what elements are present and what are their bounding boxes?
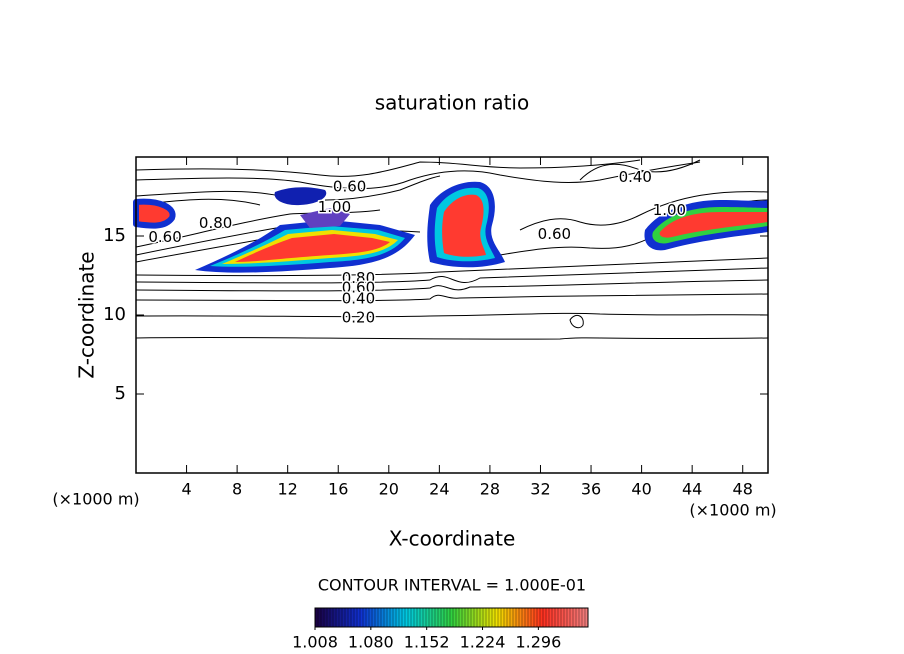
contour-label: 0.80 (342, 269, 375, 287)
contour-label: 0.40 (619, 168, 652, 186)
x-tick-label: 48 (733, 480, 753, 499)
x-tick-label: 24 (429, 480, 449, 499)
colorbar-tick-label: 1.080 (348, 633, 394, 652)
colorbar-tick-label: 1.152 (404, 633, 450, 652)
y-tick-label: 5 (115, 383, 126, 404)
x-tick-label: 44 (682, 480, 702, 499)
x-axis-label: X-coordinate (389, 527, 516, 551)
contour-interval: CONTOUR INTERVAL = 1.000E-01 (318, 576, 586, 595)
x-tick-label: 40 (631, 480, 651, 499)
x-tick-label: 4 (181, 480, 191, 499)
supersaturated-regions (133, 181, 768, 273)
contour-label: 0.60 (342, 279, 375, 297)
contour-label: 0.60 (148, 228, 181, 246)
contour-label: 0.60 (538, 225, 571, 243)
colorbar-tick-label: 1.008 (292, 633, 338, 652)
field: 0.601.000.800.600.800.600.400.200.401.00… (133, 159, 769, 340)
x-tick-label: 28 (480, 480, 500, 499)
x-tick-label: 36 (581, 480, 601, 499)
contour-label: 1.00 (653, 201, 686, 219)
x-tick-label: 8 (232, 480, 242, 499)
contour-label: 0.40 (342, 290, 375, 308)
x-tick-label: 32 (530, 480, 550, 499)
chart-title: saturation ratio (375, 91, 529, 115)
colorbar-tick-label: 1.224 (460, 633, 506, 652)
y-tick-label: 10 (103, 304, 126, 325)
x-tick-label: 12 (278, 480, 298, 499)
colorbar-tick-label: 1.296 (515, 633, 561, 652)
y-tick-label: 15 (103, 225, 126, 246)
contour-label: 1.00 (318, 198, 351, 216)
x-tick-label: 20 (379, 480, 399, 499)
x-tick-label: 16 (328, 480, 348, 499)
contour-label: 0.80 (199, 214, 232, 232)
colorbar (314, 607, 589, 628)
contour-label: 0.20 (342, 309, 375, 327)
y-axis-label: Z-coordinate (75, 251, 99, 378)
x-unit-label: (×1000 m) (689, 501, 776, 520)
contour-label: 0.60 (333, 178, 366, 196)
y-unit-label: (×1000 m) (52, 490, 139, 509)
